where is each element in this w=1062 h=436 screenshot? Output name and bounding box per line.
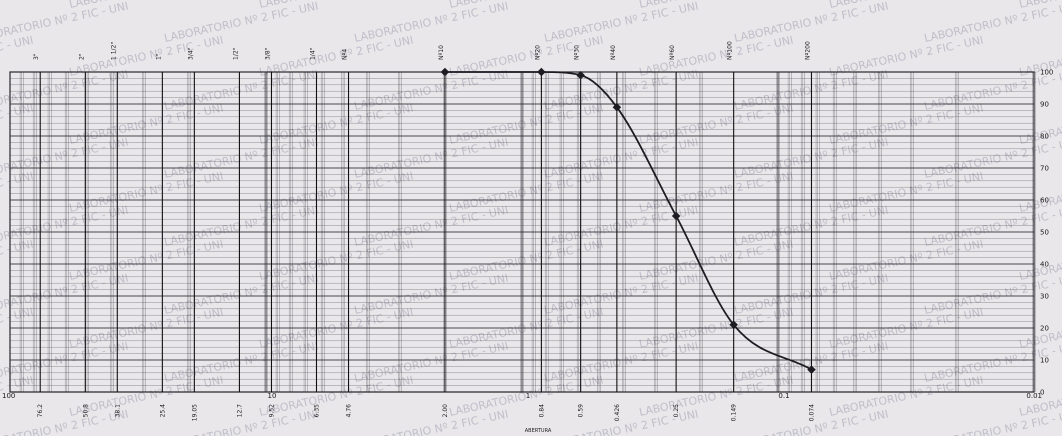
sieve-opening-label: 2.00 [442, 404, 449, 418]
sieve-name-label: 1/2" [232, 47, 239, 60]
sieve-opening-label: 6.35 [313, 404, 320, 418]
sieve-name-label: 3/4" [187, 47, 194, 60]
sieve-opening-label: 25.4 [159, 404, 166, 418]
y-tick-label: 50 [1040, 229, 1049, 237]
sieve-name-label: 3/8" [264, 47, 271, 60]
sieve-name-label: Nº200 [804, 41, 811, 60]
y-tick-label: 30 [1040, 293, 1049, 301]
sieve-name-label: 2" [78, 53, 85, 60]
sieve-name-label: Nº40 [610, 45, 617, 60]
axis-layer: 3" 2" 1 1/2" 1" 3/4" 1/2" 3/8" 1/4" Nº4 Nº10 Nº20 N… [2, 41, 1053, 421]
y-tick-label: 40 [1040, 261, 1049, 269]
curve-layer [440, 67, 816, 374]
y-tick-label: 80 [1040, 133, 1049, 141]
sieve-name-label: 1/4" [309, 47, 316, 60]
y-tick-label: 70 [1040, 165, 1049, 173]
sieve-opening-label: 50.8 [82, 404, 89, 418]
y-tick-label: 10 [1040, 357, 1049, 365]
sieve-opening-label: 0.149 [731, 404, 738, 421]
data-point [729, 320, 738, 330]
x-decade-label: 1 [526, 392, 530, 400]
sieve-opening-label: 0.25 [673, 404, 680, 418]
sieve-name-label: Nº20 [534, 45, 541, 60]
x-decade-label: 100 [2, 392, 15, 400]
sieve-name-label: Nº30 [574, 45, 581, 60]
sieve-opening-label: 0.84 [538, 404, 545, 418]
sieve-opening-label: 12.7 [236, 404, 243, 418]
sieve-opening-label: 19.05 [191, 404, 198, 421]
sieve-opening-label: 9.52 [268, 404, 275, 418]
sieve-name-label: 1 1/2" [110, 42, 117, 60]
sieve-name-label: Nº60 [669, 45, 676, 60]
sieve-opening-label: 0.074 [808, 404, 815, 421]
sieve-opening-label: 0.426 [614, 404, 621, 421]
sieve-opening-label: 38.1 [114, 404, 121, 418]
abertura-label: ABERTURA [525, 428, 552, 434]
sieve-opening-label: 4.76 [346, 404, 353, 418]
y-tick-label: 90 [1040, 101, 1049, 109]
sieve-name-label: 1" [155, 53, 162, 60]
y-tick-label: 60 [1040, 197, 1049, 205]
data-point [807, 365, 816, 374]
sieve-name-label: Nº4 [342, 49, 349, 60]
sieve-name-label: Nº10 [438, 45, 445, 60]
grid-layer [9, 71, 1036, 393]
sieve-opening-label: 0.59 [578, 404, 585, 418]
watermark-text: LABORATORIO Nº 2 FIC - UNI [1018, 0, 1062, 11]
sieve-name-label: 3" [33, 53, 40, 60]
x-decade-label: 10 [268, 392, 277, 400]
x-decade-label: 0.1 [778, 392, 789, 400]
sieve-opening-label: 76.2 [37, 404, 44, 418]
data-point [440, 67, 450, 77]
y-tick-label: 100 [1040, 69, 1053, 77]
x-decade-label: 0.01 [1026, 392, 1042, 400]
y-tick-label: 0 [1040, 389, 1044, 397]
y-tick-label: 20 [1040, 325, 1049, 333]
sieve-name-label: Nº100 [727, 41, 734, 60]
